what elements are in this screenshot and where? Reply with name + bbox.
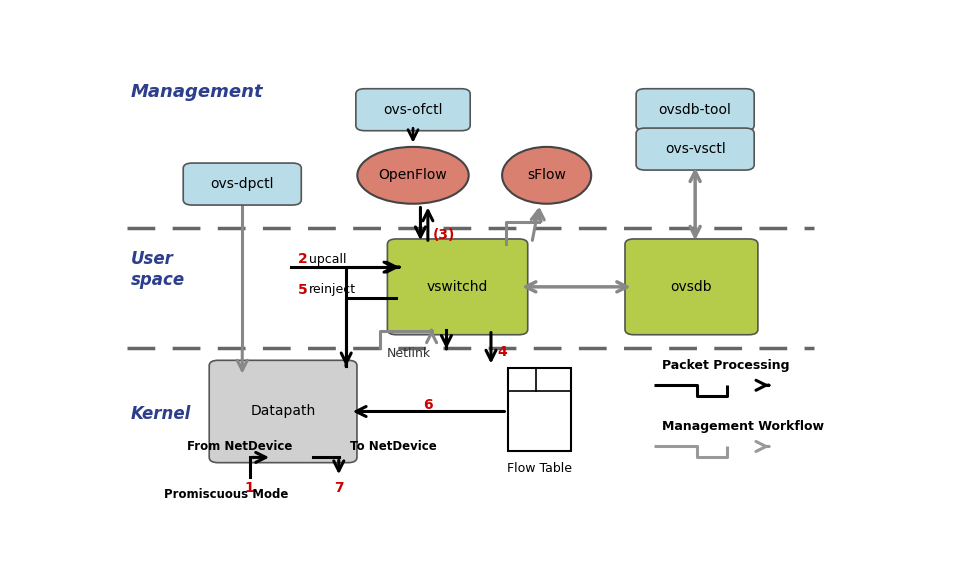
FancyBboxPatch shape xyxy=(387,239,528,335)
Text: upcall: upcall xyxy=(309,253,347,266)
FancyBboxPatch shape xyxy=(625,239,758,335)
Text: 5: 5 xyxy=(298,283,308,297)
Text: Promiscuous Mode: Promiscuous Mode xyxy=(165,488,288,501)
Text: ovsdb-tool: ovsdb-tool xyxy=(659,103,732,116)
Text: User
space: User space xyxy=(131,250,185,289)
Text: ovs-ofctl: ovs-ofctl xyxy=(383,103,443,116)
Text: 6: 6 xyxy=(423,398,433,412)
Text: 2: 2 xyxy=(298,252,308,266)
Text: Packet Processing: Packet Processing xyxy=(662,359,789,372)
Text: sFlow: sFlow xyxy=(527,168,566,182)
Text: Kernel: Kernel xyxy=(131,404,192,423)
Text: To NetDevice: To NetDevice xyxy=(350,440,437,453)
Text: Netlink: Netlink xyxy=(387,347,431,360)
Text: Flow Table: Flow Table xyxy=(507,462,572,475)
Text: Management: Management xyxy=(131,83,263,101)
Ellipse shape xyxy=(357,147,468,204)
FancyBboxPatch shape xyxy=(209,360,357,463)
Text: reinject: reinject xyxy=(309,283,356,296)
FancyBboxPatch shape xyxy=(183,163,301,205)
Text: (3): (3) xyxy=(433,228,455,242)
Text: Management Workflow: Management Workflow xyxy=(662,420,824,433)
Text: From NetDevice: From NetDevice xyxy=(187,440,292,453)
Text: vswitchd: vswitchd xyxy=(427,280,489,294)
FancyBboxPatch shape xyxy=(355,89,470,131)
Text: ovs-vsctl: ovs-vsctl xyxy=(665,142,725,156)
FancyBboxPatch shape xyxy=(636,128,754,170)
Bar xyxy=(508,367,571,451)
Text: ovs-dpctl: ovs-dpctl xyxy=(211,177,274,191)
Text: Datapath: Datapath xyxy=(250,404,316,419)
Text: OpenFlow: OpenFlow xyxy=(378,168,447,182)
FancyBboxPatch shape xyxy=(636,89,754,131)
Text: ovsdb: ovsdb xyxy=(671,280,712,294)
Text: 7: 7 xyxy=(334,482,344,495)
Ellipse shape xyxy=(502,147,591,204)
Text: 1: 1 xyxy=(245,482,255,495)
Text: 4: 4 xyxy=(497,345,507,360)
